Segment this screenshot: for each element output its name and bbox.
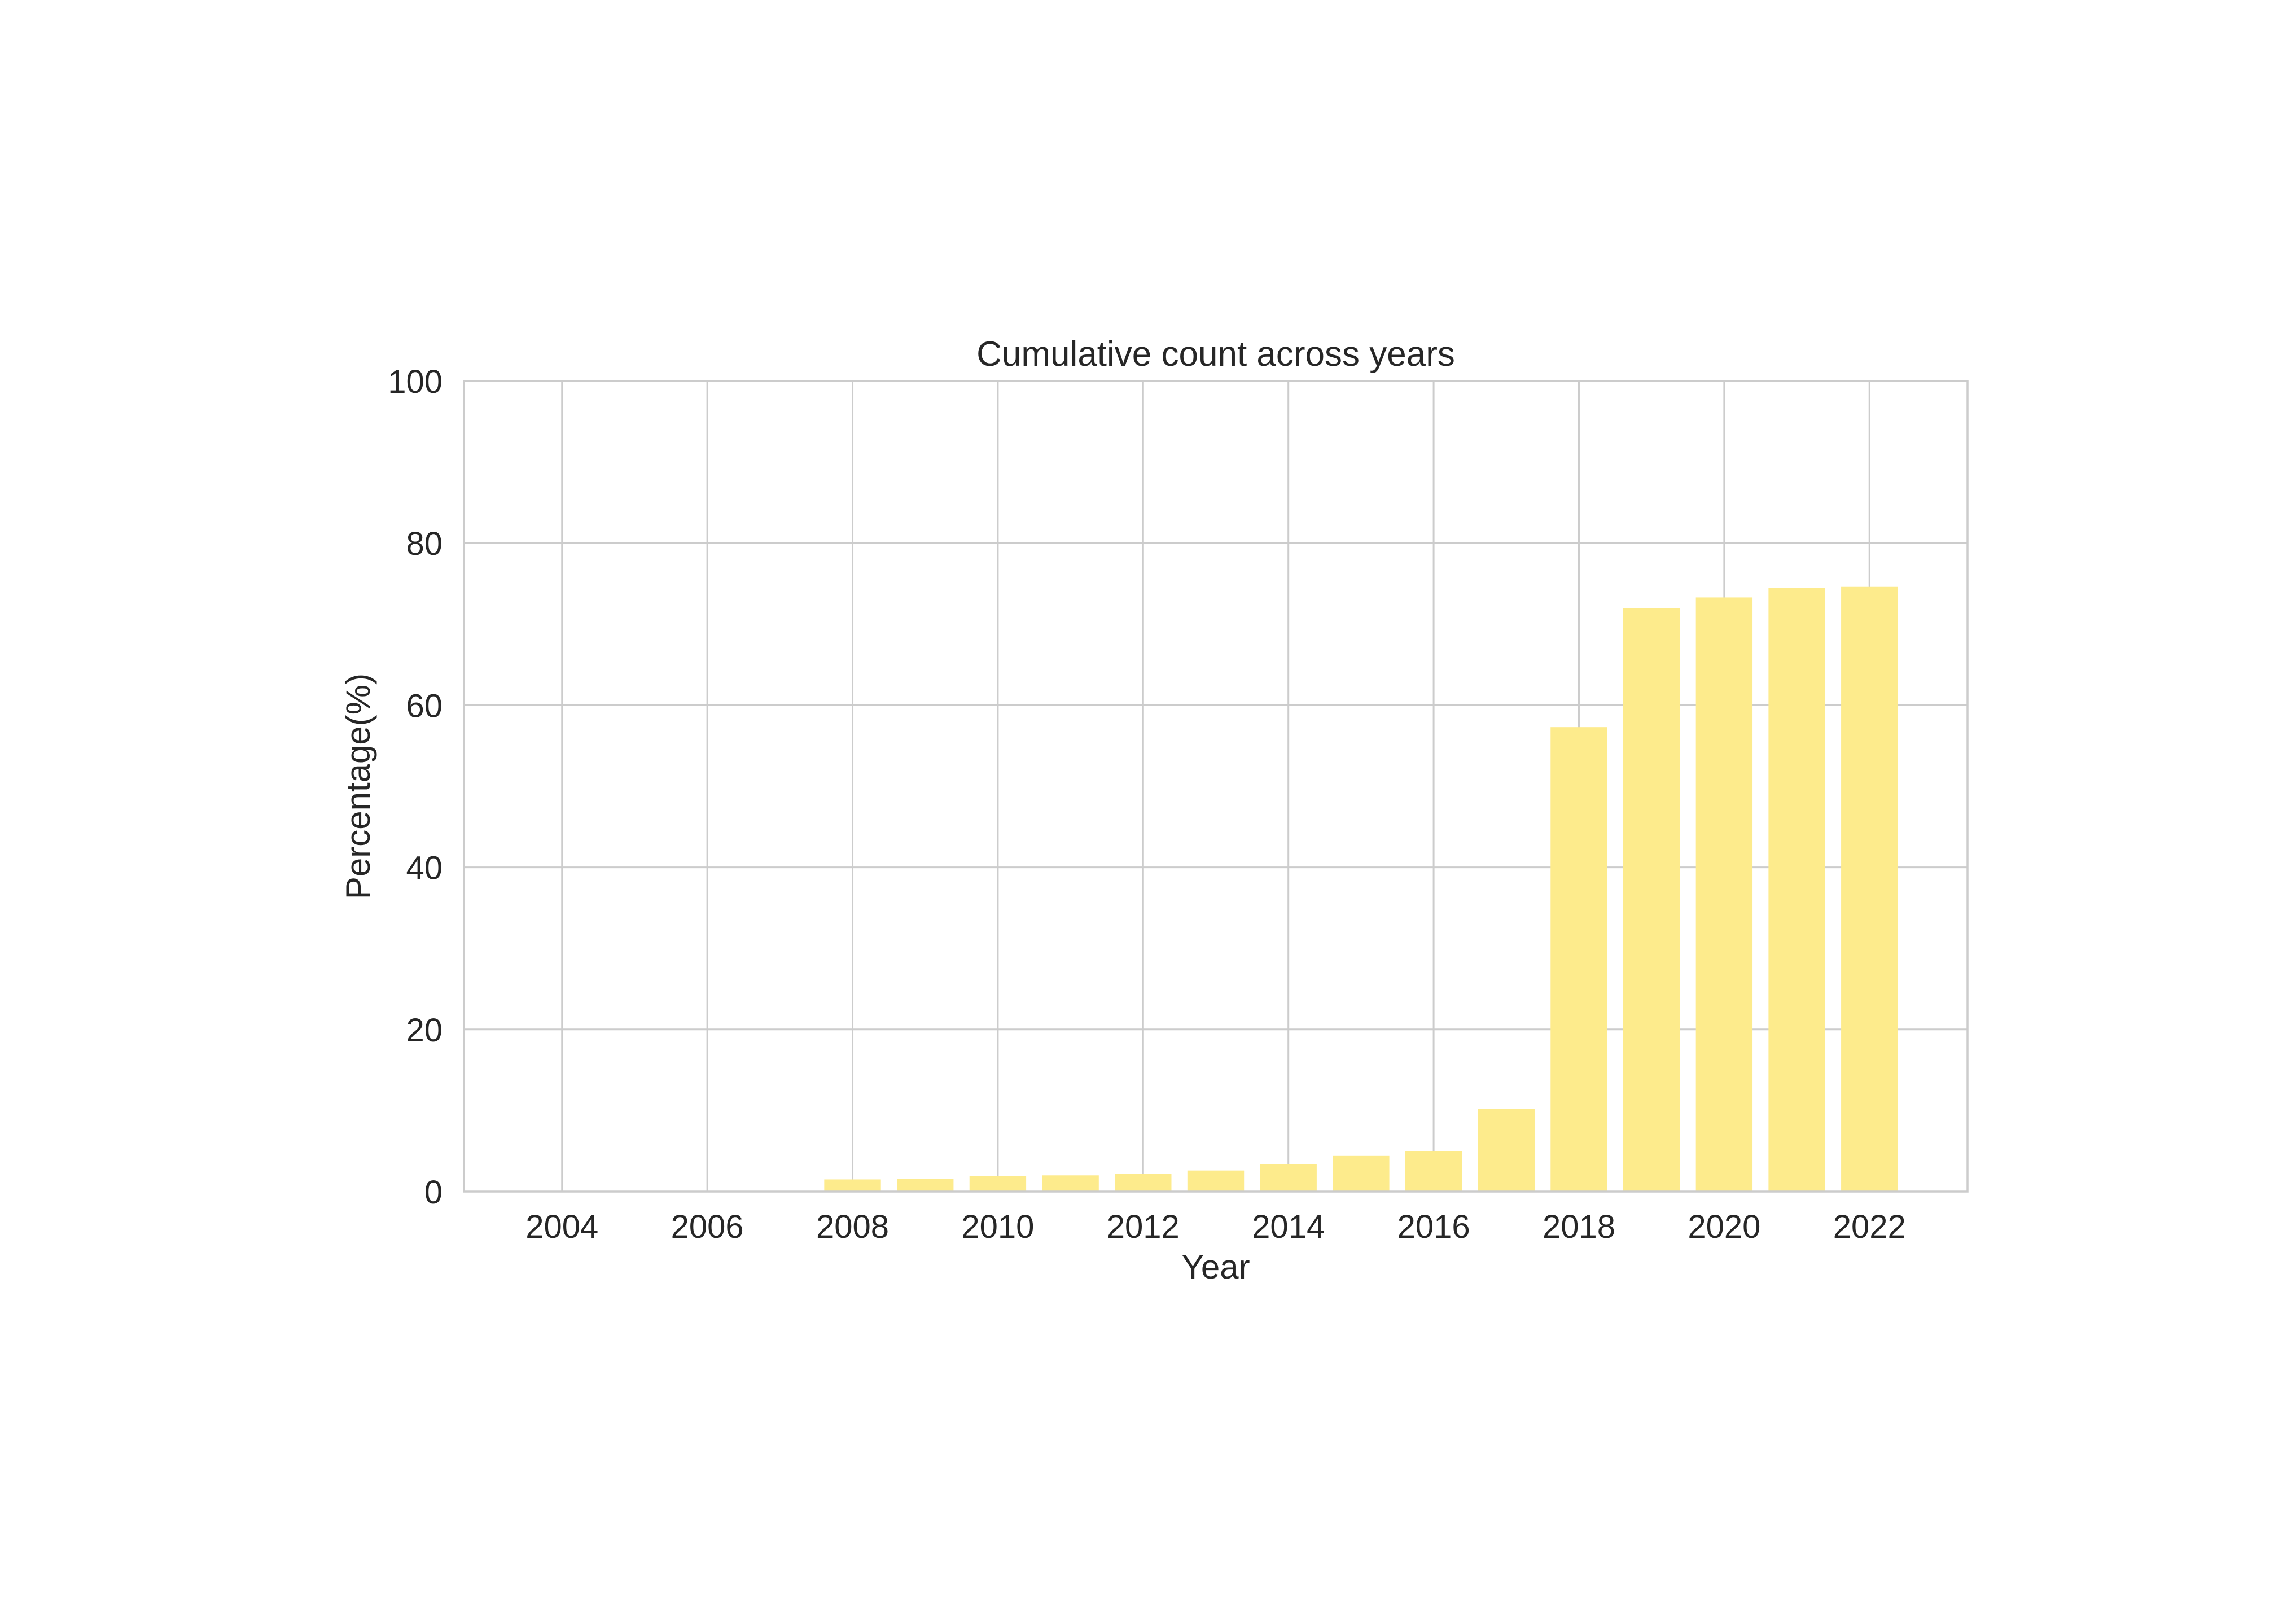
bar-2014 xyxy=(1260,1164,1317,1192)
y-tick-label: 0 xyxy=(424,1174,442,1211)
bar-2021 xyxy=(1768,588,1825,1192)
bar-2010 xyxy=(969,1176,1027,1192)
x-tick-label: 2004 xyxy=(525,1209,598,1245)
x-tick-label: 2010 xyxy=(961,1209,1034,1245)
y-tick-label: 40 xyxy=(406,850,442,887)
y-tick-labels: 0 20 40 60 80 100 xyxy=(388,364,442,1211)
bars xyxy=(824,586,1898,1192)
chart-title: Cumulative count across years xyxy=(976,335,1455,374)
bar-2018 xyxy=(1550,727,1607,1192)
y-tick-label: 60 xyxy=(406,688,442,724)
bar-2020 xyxy=(1695,597,1753,1192)
bar-2015 xyxy=(1333,1155,1390,1192)
bar-2016 xyxy=(1405,1151,1462,1192)
bar-2013 xyxy=(1187,1170,1245,1192)
y-tick-label: 100 xyxy=(388,364,442,400)
y-tick-label: 20 xyxy=(406,1012,442,1049)
x-tick-label: 2008 xyxy=(816,1209,889,1245)
bar-2008 xyxy=(824,1179,881,1192)
x-tick-label: 2016 xyxy=(1397,1209,1470,1245)
x-axis-title: Year xyxy=(1181,1248,1250,1286)
x-tick-labels: 2004 2006 2008 2010 2012 2014 2016 2018 2020 2022 xyxy=(525,1209,1906,1245)
x-tick-label: 2022 xyxy=(1833,1209,1906,1245)
x-tick-label: 2020 xyxy=(1688,1209,1760,1245)
x-tick-label: 2006 xyxy=(671,1209,744,1245)
x-tick-label: 2012 xyxy=(1107,1209,1180,1245)
bar-2009 xyxy=(897,1179,954,1192)
x-tick-label: 2018 xyxy=(1543,1209,1615,1245)
bar-2019 xyxy=(1623,608,1680,1192)
x-tick-label: 2014 xyxy=(1252,1209,1325,1245)
y-tick-label: 80 xyxy=(406,526,442,562)
bar-2011 xyxy=(1042,1175,1099,1192)
plot-frame xyxy=(463,380,1969,1193)
bar-2022 xyxy=(1841,586,1898,1192)
bar-2012 xyxy=(1115,1174,1172,1192)
bar-2017 xyxy=(1478,1109,1535,1192)
y-axis-title: Percentage(%) xyxy=(339,673,377,899)
